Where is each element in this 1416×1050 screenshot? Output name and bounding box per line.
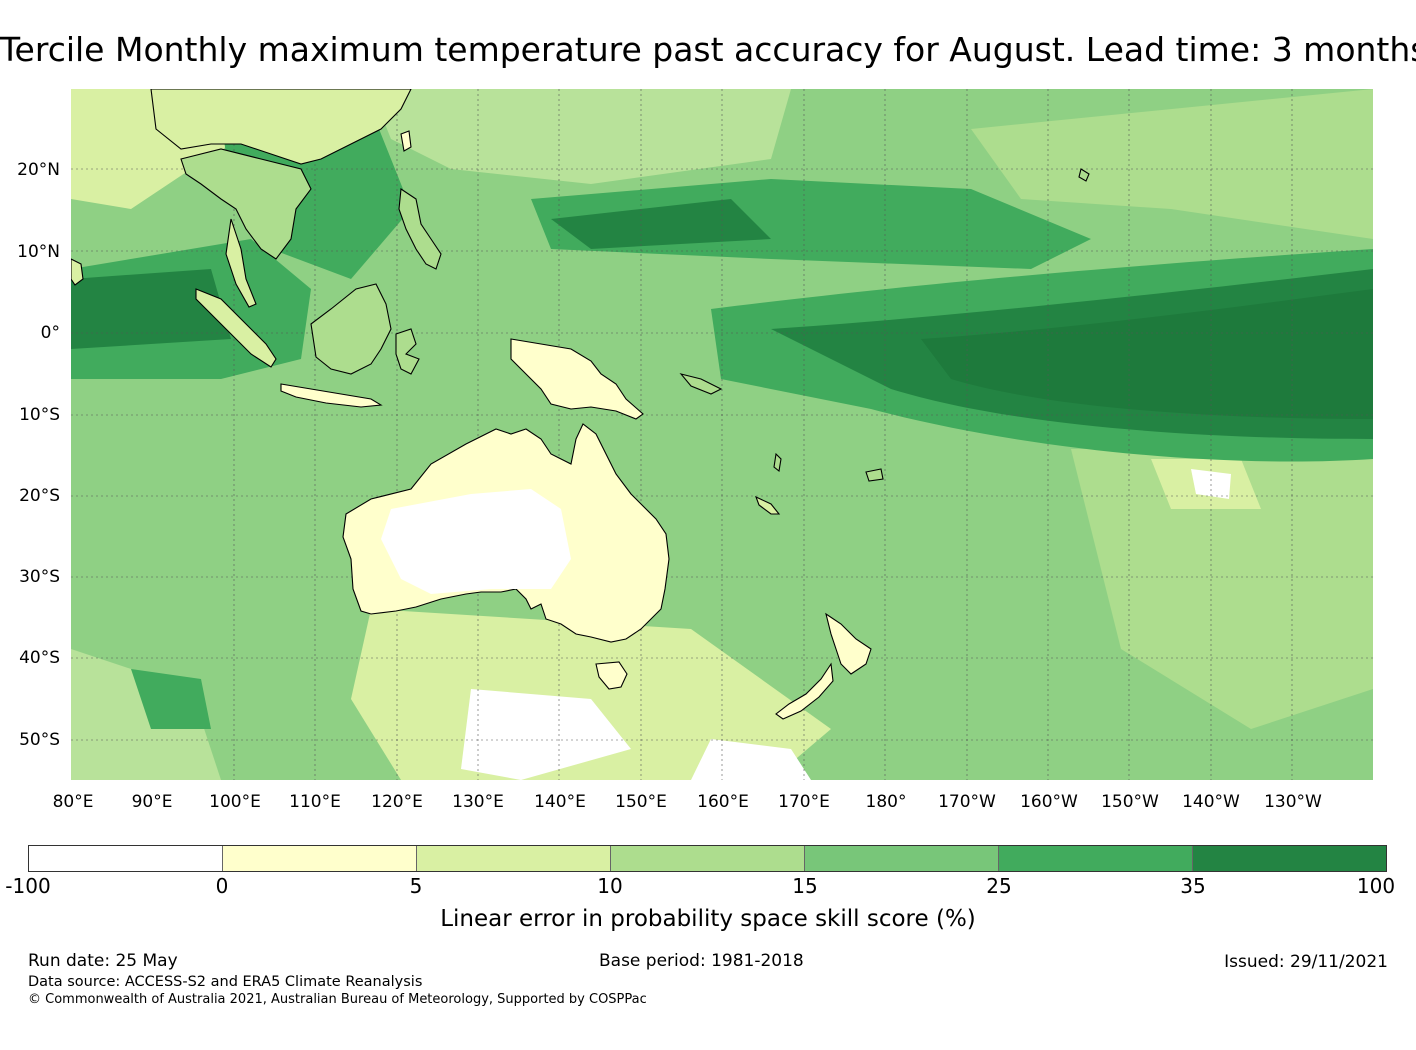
new-caledonia-landmass (755, 495, 781, 515)
colorbar-tick-5: 5 (409, 874, 423, 898)
sumatra-landmass (195, 288, 277, 368)
colorbar (28, 845, 1387, 872)
colorbar-tick-0: 0 (215, 874, 229, 898)
colorbar-tick-15: 15 (792, 874, 818, 898)
north-pacific-core (551, 199, 771, 249)
skill-score-map (71, 89, 1373, 780)
lon-label-90e: 90°E (131, 792, 173, 812)
new-zealand-north-island (825, 612, 872, 675)
colorbar-segment-5 (999, 846, 1193, 871)
sulawesi-landmass (395, 328, 420, 375)
data-source: Data source: ACCESS-S2 and ERA5 Climate … (28, 974, 423, 990)
north-central-light-zone (371, 89, 791, 184)
philippines-landmass (398, 188, 442, 270)
colorbar-tick-100: 100 (1356, 874, 1396, 898)
north-pacific-band (531, 179, 1091, 269)
lat-label-20n: 20°N (17, 160, 60, 180)
lon-label-140w: 140°W (1182, 792, 1240, 812)
new-zealand-south-island (775, 662, 834, 720)
lat-label-30s: 30°S (19, 567, 60, 587)
lon-label-170w: 170°W (938, 792, 996, 812)
colorbar-tick-25: 25 (986, 874, 1012, 898)
lon-label-140e: 140°E (534, 792, 586, 812)
colorbar-tick-10: 10 (597, 874, 623, 898)
colorbar-segment-2 (417, 846, 611, 871)
chart-title: Tercile Monthly maximum temperature past… (0, 30, 1416, 69)
colorbar-tick-minus100: -100 (5, 874, 51, 898)
colorbar-segment-6 (1193, 846, 1386, 871)
landmasses (71, 89, 1090, 720)
lon-label-80e: 80°E (52, 792, 94, 812)
new-guinea-landmass (510, 338, 644, 420)
lon-label-180: 180° (865, 792, 907, 812)
run-date: Run date: 25 May (28, 951, 178, 971)
lon-label-150w: 150°W (1101, 792, 1159, 812)
solomon-islands-landmass (679, 373, 723, 395)
lat-label-10n: 10°N (17, 242, 60, 262)
malay-peninsula-landmass (225, 218, 257, 308)
colorbar-segment-1 (223, 846, 417, 871)
taiwan-landmass (400, 130, 412, 152)
colorbar-segment-3 (611, 846, 805, 871)
colorbar-label: Linear error in probability space skill … (440, 906, 976, 932)
southeast-light-zone (1071, 449, 1373, 729)
lon-label-110e: 110°E (289, 792, 341, 812)
sri-lanka-landmass (71, 258, 84, 286)
south-white-patch-2 (691, 739, 811, 780)
equatorial-pacific-deep (921, 289, 1373, 419)
tasmania-landmass (595, 661, 628, 690)
lon-label-130e: 130°E (452, 792, 504, 812)
lat-label-20s: 20°S (19, 486, 60, 506)
southwest-pocket (131, 669, 211, 729)
hawaii-landmass (1078, 168, 1090, 182)
colorbar-segment-4 (805, 846, 999, 871)
lon-label-120e: 120°E (371, 792, 423, 812)
indian-ocean-core (71, 269, 231, 349)
lon-label-100e: 100°E (209, 792, 261, 812)
lon-label-160e: 160°E (697, 792, 749, 812)
china-coast-landmass (150, 89, 412, 165)
indochina-landmass (180, 148, 312, 260)
lon-label-160w: 160°W (1020, 792, 1078, 812)
northeast-light-zone (971, 89, 1373, 239)
base-period: Base period: 1981-2018 (599, 951, 804, 971)
vanuatu-landmass (773, 452, 782, 473)
lon-label-170e: 170°E (778, 792, 830, 812)
colorbar-segment-0 (29, 846, 223, 871)
graticule (71, 89, 1373, 780)
issued-date: Issued: 29/11/2021 (1224, 952, 1388, 972)
lat-label-10s: 10°S (19, 405, 60, 425)
lat-label-equator: 0° (40, 323, 60, 343)
australia-interior-white (381, 489, 571, 594)
java-landmass (280, 383, 383, 408)
light-skill-zones (71, 89, 1373, 780)
copyright-notice: © Commonwealth of Australia 2021, Austra… (28, 992, 647, 1007)
southwest-light-zone (71, 649, 221, 780)
colorbar-tick-35: 35 (1180, 874, 1206, 898)
lat-label-40s: 40°S (19, 648, 60, 668)
lon-label-150e: 150°E (615, 792, 667, 812)
lon-label-130w: 130°W (1264, 792, 1322, 812)
borneo-landmass (310, 283, 392, 375)
fiji-landmass (865, 468, 884, 482)
lat-label-50s: 50°S (19, 730, 60, 750)
south-white-patch (461, 689, 631, 780)
